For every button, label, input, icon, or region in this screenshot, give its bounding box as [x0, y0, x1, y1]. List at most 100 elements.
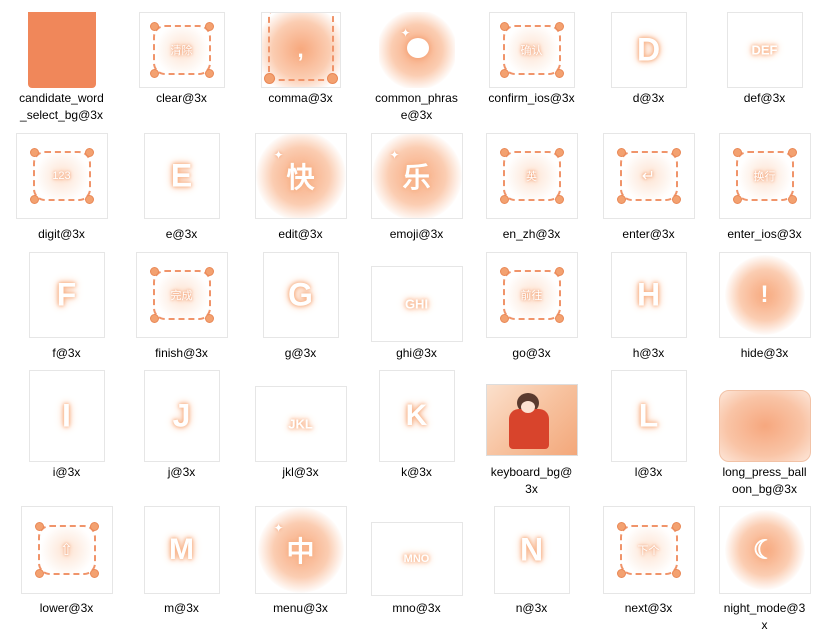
file-item[interactable]: MNO mno@3x — [359, 506, 474, 636]
file-item[interactable]: ⇧ lower@3x — [9, 506, 124, 636]
file-item[interactable]: N n@3x — [474, 506, 589, 636]
file-name: enter_ios@3x — [727, 227, 802, 241]
key-letter: GHI — [404, 296, 429, 312]
file-name: edit@3x — [278, 227, 323, 241]
thumbnail: , — [260, 12, 341, 88]
key-letter: 中 — [286, 536, 315, 567]
thumbnail: 下个 — [602, 506, 695, 594]
file-name: k@3x — [401, 465, 432, 479]
thumbnail: J — [143, 370, 220, 462]
file-name: emoji@3x — [389, 227, 444, 241]
thumbnail: 换行 — [718, 133, 811, 219]
file-item[interactable]: ✦ common_phras e@3x — [359, 12, 474, 142]
file-name: candidate_word _select_bg@3x — [19, 91, 104, 122]
file-item[interactable]: 确认 confirm_ios@3x — [474, 12, 589, 142]
file-name: hide@3x — [740, 346, 789, 360]
file-name: e@3x — [165, 227, 198, 241]
file-name: g@3x — [284, 346, 317, 360]
button-label: 确认 — [520, 45, 543, 57]
file-item[interactable]: F f@3x — [9, 252, 124, 382]
file-item[interactable]: H h@3x — [591, 252, 706, 382]
key-letter: ! — [760, 281, 769, 308]
thumbnail: 确认 — [488, 12, 575, 88]
thumbnail: I — [28, 370, 105, 462]
thumbnail: F — [28, 252, 105, 338]
file-item[interactable]: , comma@3x — [243, 12, 358, 142]
file-item[interactable]: D d@3x — [591, 12, 706, 142]
thumbnail: 英 — [485, 133, 578, 219]
key-letter: G — [288, 276, 313, 313]
key-letter: DEF — [751, 42, 778, 58]
key-letter: 快 — [286, 162, 315, 193]
file-item[interactable]: ✦ 快 edit@3x — [243, 133, 358, 263]
file-item[interactable]: DEF def@3x — [707, 12, 821, 142]
file-item[interactable]: 换行 enter_ios@3x — [707, 133, 821, 263]
key-letter: J — [172, 397, 191, 434]
file-name: en_zh@3x — [502, 227, 561, 241]
button-label: ⇧ — [59, 542, 74, 559]
file-item[interactable]: K k@3x — [359, 370, 474, 500]
thumbnail: E — [143, 133, 220, 219]
key-letter: MNO — [403, 553, 430, 565]
file-name: m@3x — [164, 601, 199, 615]
button-label: 英 — [526, 171, 537, 183]
thumbnail: 完成 — [135, 252, 228, 338]
file-item[interactable]: L l@3x — [591, 370, 706, 500]
thumbnail: 123 — [15, 133, 108, 219]
file-item[interactable]: 清除 clear@3x — [124, 12, 239, 142]
thumbnail: GHI — [370, 266, 463, 342]
file-name: h@3x — [632, 346, 665, 360]
file-item[interactable]: M m@3x — [124, 506, 239, 636]
file-item[interactable]: I i@3x — [9, 370, 124, 500]
file-name: i@3x — [52, 465, 81, 479]
moon-icon: ☾ — [752, 534, 777, 565]
file-name: go@3x — [512, 346, 551, 360]
file-item[interactable]: candidate_word _select_bg@3x — [4, 12, 119, 142]
thumbnail — [27, 12, 96, 88]
file-name: finish@3x — [155, 346, 208, 360]
thumbnail: D — [610, 12, 687, 88]
file-item[interactable]: keyboard_bg@ 3x — [474, 370, 589, 500]
file-item[interactable]: ✦ 中 menu@3x — [243, 506, 358, 636]
file-name: jkl@3x — [282, 465, 319, 479]
file-item[interactable]: E e@3x — [124, 133, 239, 263]
thumbnail: JKL — [254, 386, 347, 462]
thumbnail: ✦ — [378, 12, 455, 88]
file-name: ghi@3x — [396, 346, 437, 360]
thumbnail — [718, 390, 811, 462]
file-item[interactable]: long_press_ball oon_bg@3x — [707, 370, 821, 500]
thumbnail: M — [143, 506, 220, 594]
file-name: common_phras e@3x — [375, 91, 458, 122]
thumbnail: 清除 — [138, 12, 225, 88]
file-item[interactable]: 英 en_zh@3x — [474, 133, 589, 263]
thumbnail: G — [262, 252, 339, 338]
thumbnail: ✦ 中 — [254, 506, 347, 594]
file-item[interactable]: ! hide@3x — [707, 252, 821, 382]
file-item[interactable]: ✦ 乐 emoji@3x — [359, 133, 474, 263]
file-name: lower@3x — [39, 601, 94, 615]
key-letter: I — [62, 397, 71, 434]
file-name: confirm_ios@3x — [488, 91, 575, 105]
file-item[interactable]: 完成 finish@3x — [124, 252, 239, 382]
thumbnail: ↵ — [602, 133, 695, 219]
file-name: f@3x — [52, 346, 81, 360]
file-item[interactable]: ☾ night_mode@3 x — [707, 506, 821, 636]
file-name: enter@3x — [622, 227, 675, 241]
file-item[interactable]: ↵ enter@3x — [591, 133, 706, 263]
file-name: long_press_ball oon_bg@3x — [722, 465, 807, 496]
file-name: keyboard_bg@ 3x — [490, 465, 573, 496]
thumbnail: ✦ 快 — [254, 133, 347, 219]
file-item[interactable]: JKL jkl@3x — [243, 370, 358, 500]
file-item[interactable]: G g@3x — [243, 252, 358, 382]
thumbnail: 前往 — [485, 252, 578, 338]
file-item[interactable]: 前往 go@3x — [474, 252, 589, 382]
file-name: menu@3x — [273, 601, 328, 615]
file-item[interactable]: 下个 next@3x — [591, 506, 706, 636]
file-item[interactable]: J j@3x — [124, 370, 239, 500]
file-item[interactable]: 123 digit@3x — [4, 133, 119, 263]
button-label: 换行 — [753, 171, 776, 183]
key-letter: D — [636, 31, 661, 68]
file-item[interactable]: GHI ghi@3x — [359, 252, 474, 382]
key-letter: JKL — [288, 416, 313, 432]
button-label: 前往 — [520, 290, 543, 302]
